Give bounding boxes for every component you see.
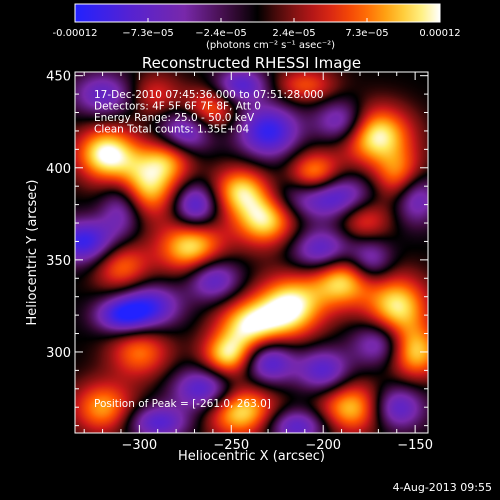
colorbar-tick-label: −2.4e−05 bbox=[195, 28, 247, 39]
colorbar-tick-label: 0.00012 bbox=[419, 28, 460, 39]
colorbar-tick-label: 2.4e−05 bbox=[272, 28, 315, 39]
x-tick-label: −250 bbox=[213, 438, 249, 453]
plot-frame bbox=[74, 71, 429, 434]
y-tick-label: 350 bbox=[46, 254, 71, 269]
x-axis-label: Heliocentric X (arcsec) bbox=[178, 449, 325, 464]
y-tick-label: 300 bbox=[46, 346, 71, 361]
x-tick-label: −300 bbox=[121, 438, 157, 453]
y-axis-label: Heliocentric Y (arcsec) bbox=[25, 180, 40, 326]
x-tick-label: −200 bbox=[305, 438, 341, 453]
annotation-line: Clean Total counts: 1.35E+04 bbox=[94, 124, 249, 136]
heatmap-raster bbox=[75, 72, 428, 433]
annotation-line: Energy Range: 25.0 - 50.0 keV bbox=[94, 112, 255, 124]
colorbar-tick-label: 7.3e−05 bbox=[345, 28, 388, 39]
colorbar-tick-label: -0.00012 bbox=[53, 28, 98, 39]
colorbar-frame bbox=[74, 3, 441, 23]
colorbar: -0.00012 −7.3e−05 −2.4e−05 2.4e−05 7.3e−05 0.… bbox=[53, 3, 461, 51]
colorbar-unit-label: (photons cm⁻² s⁻¹ asec⁻²) bbox=[206, 40, 335, 51]
annotation-line: 17-Dec-2010 07:45:36.000 to 07:51:28.000 bbox=[94, 89, 324, 101]
y-tick-label: 450 bbox=[46, 70, 71, 85]
chart-title: Reconstructed RHESSI Image bbox=[142, 54, 361, 72]
x-tick-label: −150 bbox=[397, 438, 433, 453]
render-timestamp: 4-Aug-2013 09:55 bbox=[392, 481, 492, 494]
annotation-line: Detectors: 4F 5F 6F 7F 8F, Att 0 bbox=[94, 101, 261, 113]
colorbar-gradient bbox=[75, 4, 440, 22]
peak-position-label: Position of Peak = [-261.0, 263.0] bbox=[94, 398, 271, 410]
colorbar-tick-label: −7.3e−05 bbox=[122, 28, 174, 39]
y-tick-label: 400 bbox=[46, 162, 71, 177]
